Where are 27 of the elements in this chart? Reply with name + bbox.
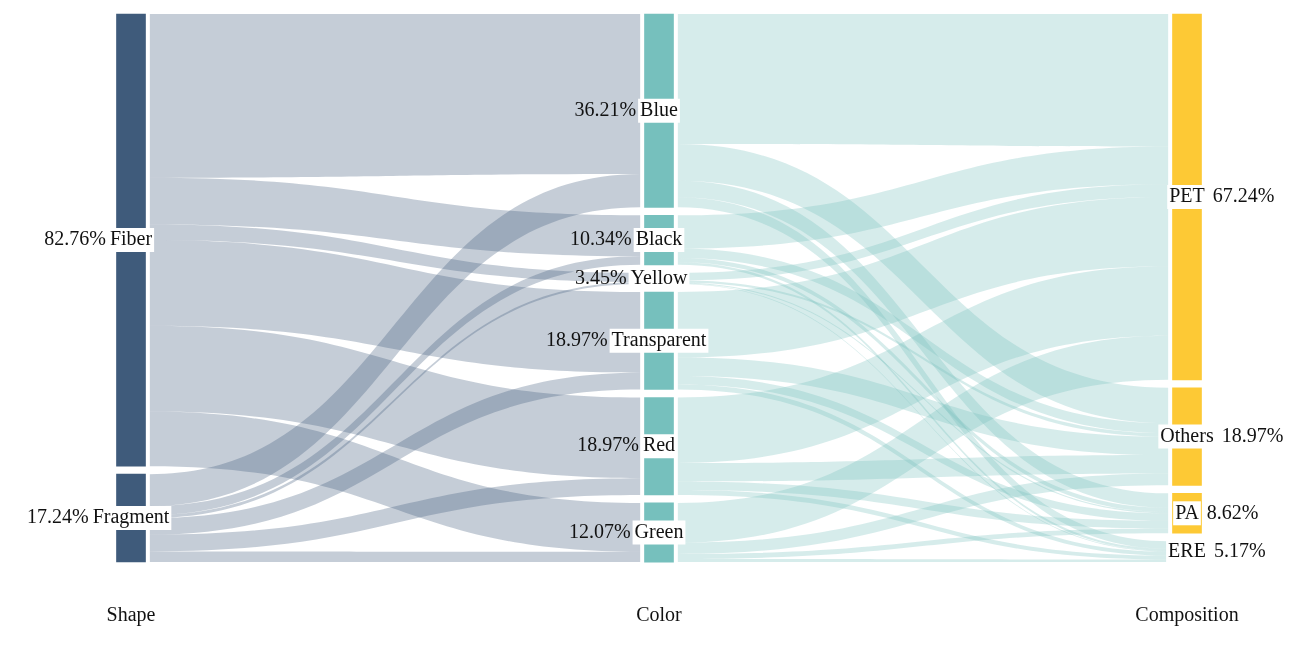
- data-label: 8.62%: [1206, 500, 1259, 523]
- data-label: 67.24%: [1212, 184, 1275, 207]
- data-label: 82.76%: [44, 227, 106, 250]
- text: PET: [1169, 184, 1205, 207]
- data-label: 36.21%: [574, 97, 637, 120]
- data-label: 12.07%: [568, 519, 631, 542]
- data-label: 10.34%: [570, 227, 632, 250]
- category-label: Composition: [1135, 603, 1239, 627]
- data-label: 18.97%: [1221, 423, 1284, 446]
- data-label: 17.24%: [27, 505, 89, 528]
- text: PA: [1175, 500, 1200, 523]
- category-label: Shape: [106, 603, 156, 627]
- data-label: 18.97%: [545, 327, 608, 350]
- series-label: Blue: [640, 97, 679, 120]
- data-label: 3.45%: [574, 265, 627, 288]
- series-label: Green: [634, 519, 684, 542]
- series-label: Black: [635, 227, 683, 250]
- data-label: 5.17%: [1213, 538, 1266, 561]
- legend-label: ERE: [1168, 538, 1206, 561]
- text: Fragment: [92, 505, 170, 529]
- series-label: Transparent: [611, 327, 707, 351]
- category-label: Color: [636, 603, 683, 626]
- data-label: 18.97%: [577, 433, 639, 456]
- series-label: Yellow: [630, 265, 688, 288]
- text: Fiber: [109, 227, 153, 250]
- text: Others: [1160, 423, 1214, 446]
- series-label: Red: [642, 433, 676, 456]
